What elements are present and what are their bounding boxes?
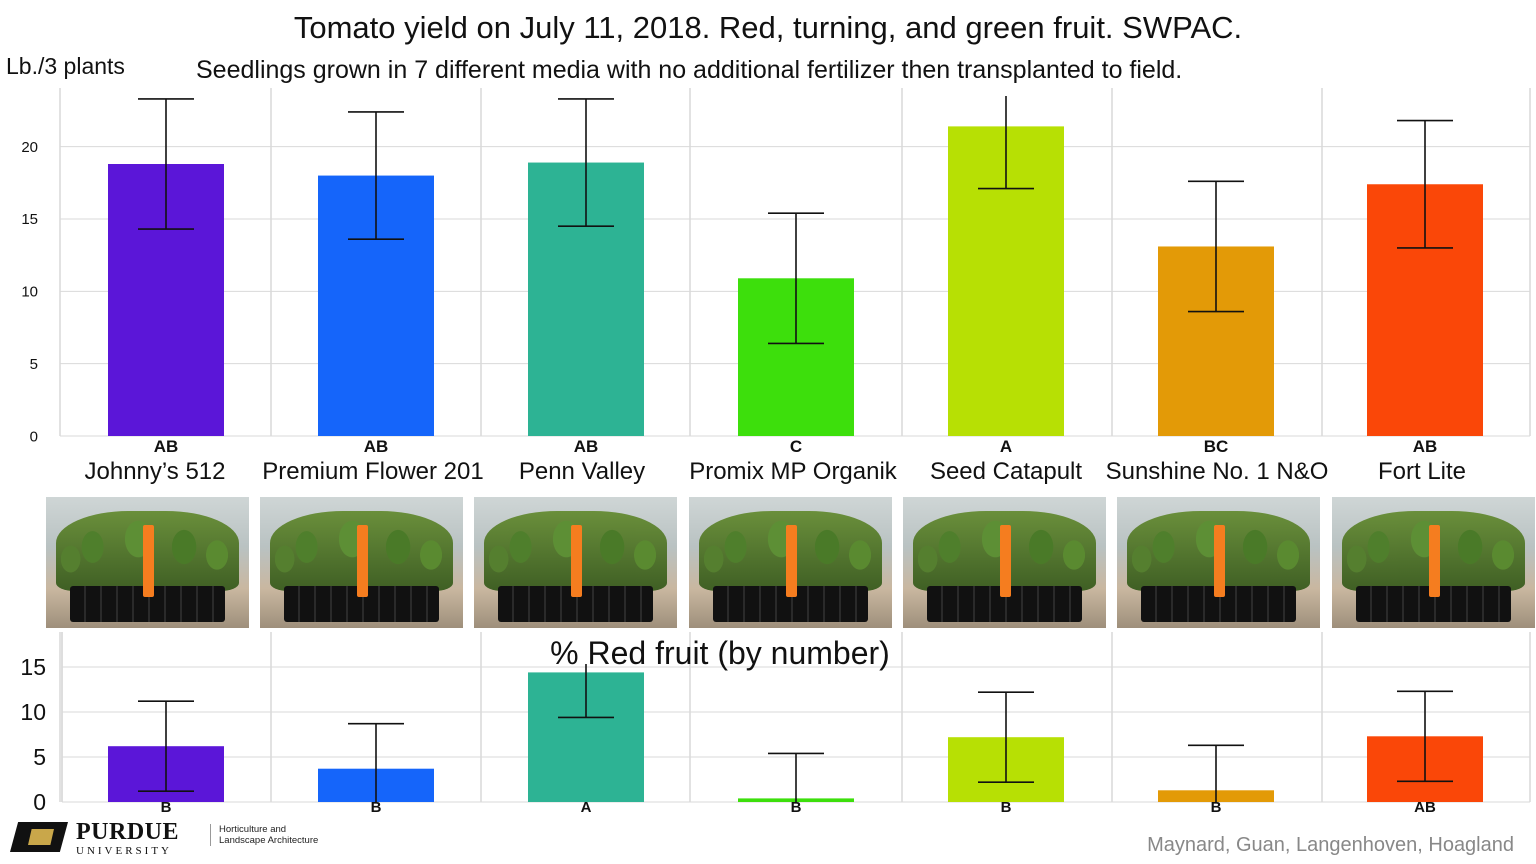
y-tick-label: 5 [33, 744, 46, 770]
chart-subtitle: Seedlings grown in 7 different media wit… [190, 56, 1189, 85]
purdue-logo: PURDUE UNIVERSITY Horticulture and Lands… [10, 818, 318, 858]
seedling-photo [1117, 497, 1320, 628]
seedling-photo [260, 497, 463, 628]
group-letter-label: B [161, 799, 172, 814]
seedling-photo [689, 497, 892, 628]
group-letter-label: B [1211, 799, 1222, 814]
group-letter-label: BC [1204, 437, 1229, 456]
logo-department: Horticulture and Landscape Architecture [210, 824, 329, 846]
media-label-johnnys: Johnny’s 512 [80, 456, 230, 488]
media-label-premium-flower: Premium Flower 201 [258, 456, 488, 488]
media-label-penn-valley: Penn Valley [514, 456, 650, 488]
y-tick-label: 10 [20, 699, 46, 725]
media-label-promix: Promix MP Organik [685, 456, 901, 488]
logo-subname: UNIVERSITY [76, 845, 172, 857]
group-letter-label: AB [364, 437, 389, 456]
y-tick-label: 20 [21, 139, 38, 156]
group-letter-label: AB [574, 437, 599, 456]
media-label-fort-lite: Fort Lite [1373, 456, 1471, 488]
group-letter-label: AB [1414, 799, 1436, 814]
y-tick-label: 15 [21, 211, 38, 228]
media-label-sunshine: Sunshine No. 1 N&O [1101, 456, 1333, 488]
logo-name: PURDUE [76, 819, 179, 845]
author-credit: Maynard, Guan, Langenhoven, Hoagland [1147, 834, 1514, 856]
group-letter-label: B [371, 799, 382, 814]
y-tick-label: 0 [30, 428, 38, 445]
chart-title: Tomato yield on July 11, 2018. Red, turn… [293, 10, 1243, 45]
y-tick-label: 15 [20, 654, 46, 680]
y-tick-label: 0 [33, 789, 46, 814]
group-letter-label: B [1001, 799, 1012, 814]
seedling-photo [903, 497, 1106, 628]
seedling-photo [474, 497, 677, 628]
purdue-p-icon [10, 822, 68, 852]
chart-title: % Red fruit (by number) [550, 635, 890, 671]
group-letter-label: AB [1413, 437, 1438, 456]
y-tick-label: 10 [21, 284, 38, 301]
media-label-seed-catapult: Seed Catapult [925, 456, 1087, 488]
media-label-row: Johnny’s 512 Premium Flower 201 Penn Val… [0, 456, 1536, 496]
group-letter-label: A [1000, 437, 1012, 456]
group-letter-label: C [790, 437, 802, 456]
group-letter-label: AB [154, 437, 179, 456]
group-letter-label: B [791, 799, 802, 814]
seedling-photo [1332, 497, 1535, 628]
top-y-axis-label: Lb./3 plants [6, 53, 125, 79]
group-letter-label: A [581, 799, 592, 814]
y-tick-label: 5 [30, 356, 38, 373]
seedling-photo [46, 497, 249, 628]
